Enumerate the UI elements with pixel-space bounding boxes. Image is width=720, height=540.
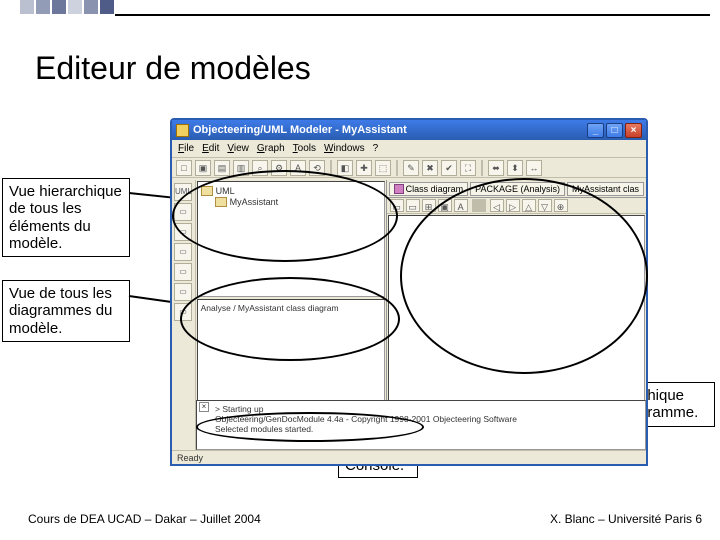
palette-column[interactable]: UML ▭ ▭ ▭ ▭ ▭ ▭ [172,180,196,450]
editor-toolbar-icon[interactable]: △ [522,199,536,212]
window-titlebar[interactable]: Objecteering/UML Modeler - MyAssistant _… [172,120,646,140]
toolbar-icon[interactable]: ⌕ [252,160,268,176]
toolbar-icon [481,160,483,176]
toolbar-icon[interactable]: ▣ [195,160,211,176]
menu-item[interactable]: Windows [324,143,365,154]
tree-item[interactable]: MyAssistant [215,197,381,207]
toolbar-icon[interactable]: ⛶ [460,160,476,176]
editor-toolbar-icon[interactable]: ◁ [490,199,504,212]
console-pane[interactable]: × > Starting upObjecteering/GenDocModule… [196,400,646,450]
uml-icon [201,186,213,196]
menu-bar[interactable]: File Edit View Graph Tools Windows? [172,140,646,158]
editor-toolbar-icon[interactable]: ⊞ [422,199,436,212]
toolbar-icon[interactable]: ✔ [441,160,457,176]
editor-toolbar-icon[interactable]: ⊕ [554,199,568,212]
editor-tab[interactable]: PACKAGE (Analysis) [470,182,565,196]
window-title: Objecteering/UML Modeler - MyAssistant [193,124,407,136]
palette-icon[interactable]: ▭ [174,243,192,261]
toolbar-icon[interactable]: ✖ [422,160,438,176]
editor-toolbar-icon[interactable]: ▭ [406,199,420,212]
footer-left: Cours de DEA UCAD – Dakar – Juillet 2004 [28,512,261,526]
palette-icon[interactable]: ▭ [174,283,192,301]
toolbar-icon[interactable]: A [290,160,306,176]
main-toolbar[interactable]: □▣▤▥⌕⚙A⟲ ◧✚⬚ ✎✖✔⛶ ⬌⬍↔ [172,158,646,178]
toolbar-icon[interactable]: ⬍ [507,160,523,176]
toolbar-icon[interactable]: ✎ [403,160,419,176]
console-text: > Starting upObjecteering/GenDocModule 4… [215,404,641,435]
folder-icon [215,197,227,207]
editor-tab[interactable]: MyAssistant clas [567,182,644,196]
toolbar-icon [396,160,398,176]
toolbar-icon[interactable]: ↔ [526,160,542,176]
tab-label: Class diagram [406,184,464,194]
tab-label: MyAssistant clas [572,184,639,194]
menu-item[interactable]: Graph [257,143,285,154]
menu-item[interactable]: Edit [202,143,219,154]
toolbar-icon[interactable]: ▤ [214,160,230,176]
editor-toolbar-icon[interactable]: ▣ [438,199,452,212]
tree-root[interactable]: UML [201,186,381,196]
toolbar-icon[interactable]: ⟲ [309,160,325,176]
editor-tabbar[interactable]: Class diagram PACKAGE (Analysis) MyAssista… [387,180,646,198]
toolbar-icon[interactable]: ⚙ [271,160,287,176]
tree-item-label: MyAssistant [230,197,279,207]
editor-toolbar[interactable]: ▭▭⊞▣A◁▷△▽⊕ [387,198,646,214]
menu-item[interactable]: File [178,143,194,154]
console-close-icon[interactable]: × [199,402,209,412]
palette-icon[interactable]: ▭ [174,263,192,281]
app-icon [176,124,189,137]
header-deco-squares [20,0,114,14]
header-deco-line [115,14,710,16]
callout-hierarchy: Vue hierarchique de tous les éléments du… [2,178,130,257]
editor-toolbar-icon[interactable]: ▷ [506,199,520,212]
editor-tab[interactable]: Class diagram [389,182,469,196]
palette-icon[interactable]: ▭ [174,223,192,241]
toolbar-icon[interactable]: ▥ [233,160,249,176]
editor-toolbar-icon[interactable]: ▽ [538,199,552,212]
app-window: Objecteering/UML Modeler - MyAssistant _… [170,118,648,466]
toolbar-icon[interactable]: ✚ [356,160,372,176]
window-body: UML▭▭▭▭▭▭ UML MyAssistant Analyse / MyAs… [172,180,646,450]
tree-root-label: UML [216,186,235,196]
editor-toolbar-icon[interactable]: A [454,199,468,212]
slide-title: Editeur de modèles [35,50,311,87]
editor-toolbar-icon[interactable]: ▭ [390,199,404,212]
menu-item[interactable]: View [227,143,249,154]
minimize-button[interactable]: _ [587,123,604,138]
palette-icon[interactable]: ▭ [174,303,192,321]
tab-label: PACKAGE (Analysis) [475,184,560,194]
editor-toolbar-icon [472,199,486,212]
diagram-icon [394,184,404,194]
palette-icon[interactable]: ▭ [174,203,192,221]
toolbar-icon[interactable]: ⬚ [375,160,391,176]
toolbar-icon[interactable]: ◧ [337,160,353,176]
maximize-button[interactable]: □ [606,123,623,138]
callout-diagrams: Vue de tous les diagrammes du modèle. [2,280,130,342]
status-bar: Ready [172,450,646,464]
menu-item[interactable]: Tools [293,143,316,154]
toolbar-icon[interactable]: ⬌ [488,160,504,176]
toolbar-icon[interactable]: □ [176,160,192,176]
menu-item[interactable]: ? [373,143,379,154]
toolbar-icon [330,160,332,176]
footer-right: X. Blanc – Université Paris 6 [550,512,702,526]
hierarchy-pane[interactable]: UML MyAssistant [197,181,385,297]
close-button[interactable]: × [625,123,642,138]
palette-icon[interactable]: UML [174,183,192,201]
diagram-list-header: Analyse / MyAssistant class diagram [201,303,381,313]
